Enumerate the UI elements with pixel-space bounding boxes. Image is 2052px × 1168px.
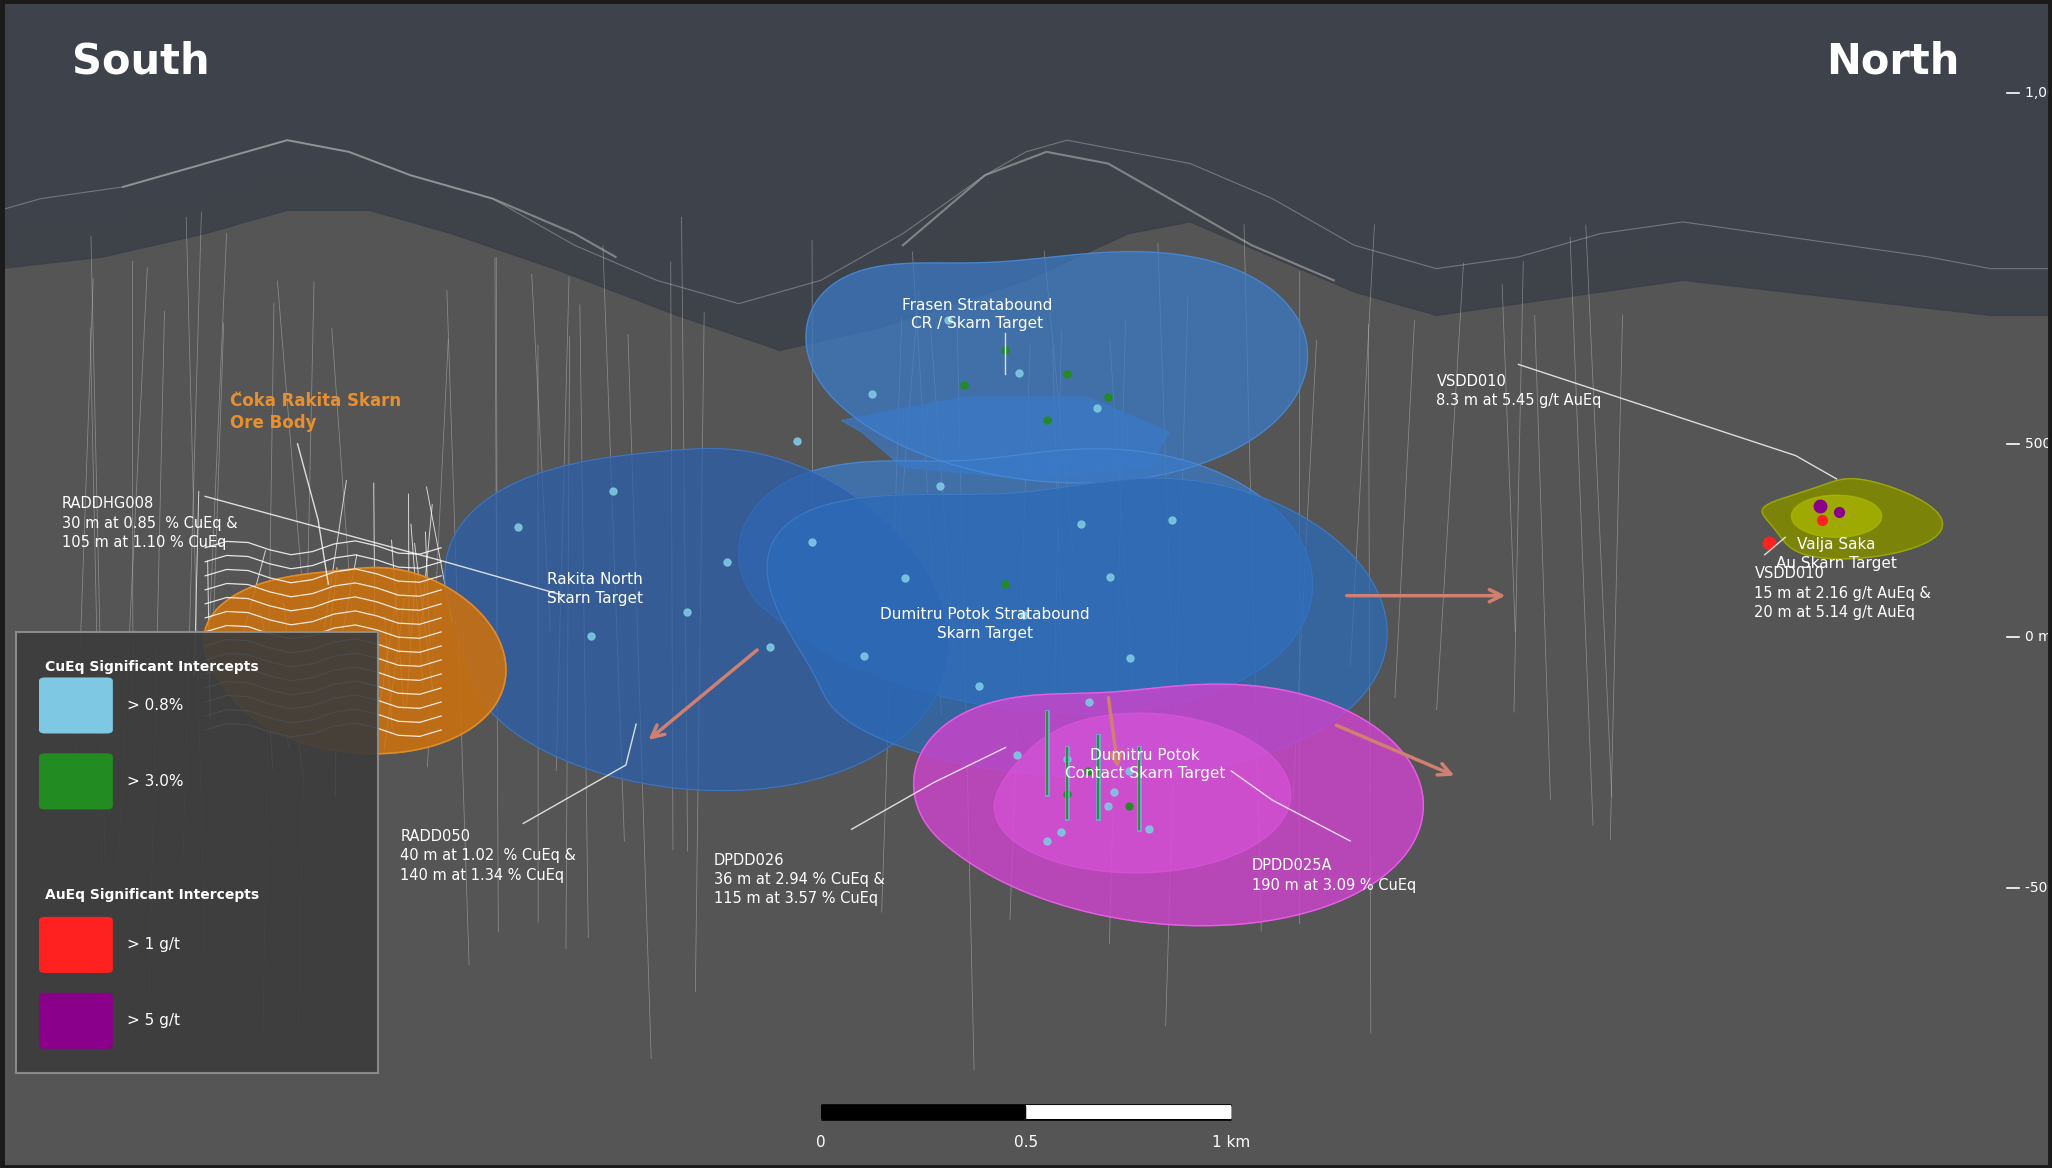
Polygon shape	[203, 568, 507, 753]
Text: RADD050
40 m at 1.02  % CuEq &
140 m at 1.34 % CuEq: RADD050 40 m at 1.02 % CuEq & 140 m at 1…	[400, 829, 577, 883]
Text: 0.5: 0.5	[1014, 1135, 1038, 1150]
Text: VSDD010
8.3 m at 5.45 g/t AuEq: VSDD010 8.3 m at 5.45 g/t AuEq	[1436, 374, 1603, 408]
FancyBboxPatch shape	[39, 917, 113, 973]
Text: > 0.8%: > 0.8%	[127, 698, 183, 712]
Text: 1,000 m ASL: 1,000 m ASL	[2025, 86, 2052, 100]
FancyBboxPatch shape	[39, 753, 113, 809]
Text: CuEq Significant Intercepts: CuEq Significant Intercepts	[45, 660, 259, 674]
Text: Dumitru Potok Stratabound
Skarn Target: Dumitru Potok Stratabound Skarn Target	[880, 607, 1090, 641]
Text: Čoka Rakita Skarn
Ore Body: Čoka Rakita Skarn Ore Body	[230, 392, 400, 432]
FancyBboxPatch shape	[39, 993, 113, 1049]
Text: RADDHG008
30 m at 0.85  % CuEq &
105 m at 1.10 % CuEq: RADDHG008 30 m at 0.85 % CuEq & 105 m at…	[62, 496, 238, 550]
Text: > 3.0%: > 3.0%	[127, 774, 185, 788]
Text: South: South	[72, 41, 209, 83]
Text: DPDD026
36 m at 2.94 % CuEq &
115 m at 3.57 % CuEq: DPDD026 36 m at 2.94 % CuEq & 115 m at 3…	[714, 853, 884, 906]
Text: DPDD025A
190 m at 3.09 % CuEq: DPDD025A 190 m at 3.09 % CuEq	[1252, 858, 1416, 892]
Text: Dumitru Potok
Contact Skarn Target: Dumitru Potok Contact Skarn Target	[1065, 748, 1225, 781]
Text: Valja Saka
Au Skarn Target: Valja Saka Au Skarn Target	[1777, 537, 1896, 571]
Polygon shape	[1791, 495, 1882, 537]
Polygon shape	[841, 397, 1170, 479]
Text: Frasen Stratabound
CR / Skarn Target: Frasen Stratabound CR / Skarn Target	[901, 298, 1053, 332]
Polygon shape	[1763, 479, 1943, 558]
Text: -500 m: -500 m	[2025, 881, 2052, 895]
Text: 500 m: 500 m	[2025, 437, 2052, 451]
Text: VSDD010
15 m at 2.16 g/t AuEq &
20 m at 5.14 g/t AuEq: VSDD010 15 m at 2.16 g/t AuEq & 20 m at …	[1754, 566, 1931, 620]
Polygon shape	[739, 449, 1313, 714]
Text: Rakita North
Skarn Target: Rakita North Skarn Target	[548, 572, 642, 606]
Polygon shape	[806, 251, 1307, 482]
FancyBboxPatch shape	[39, 677, 113, 734]
Text: > 1 g/t: > 1 g/t	[127, 938, 181, 952]
Text: > 5 g/t: > 5 g/t	[127, 1014, 181, 1028]
Polygon shape	[0, 0, 2052, 327]
Polygon shape	[445, 449, 948, 791]
Polygon shape	[0, 0, 2052, 350]
Polygon shape	[913, 684, 1424, 926]
Text: North: North	[1826, 41, 1960, 83]
Text: 1 km: 1 km	[1213, 1135, 1250, 1150]
Polygon shape	[767, 478, 1387, 778]
Polygon shape	[995, 712, 1291, 872]
FancyBboxPatch shape	[16, 632, 378, 1073]
Text: AuEq Significant Intercepts: AuEq Significant Intercepts	[45, 888, 259, 902]
Polygon shape	[0, 0, 2052, 304]
Text: 0: 0	[817, 1135, 825, 1150]
Text: 0 m: 0 m	[2025, 630, 2052, 644]
